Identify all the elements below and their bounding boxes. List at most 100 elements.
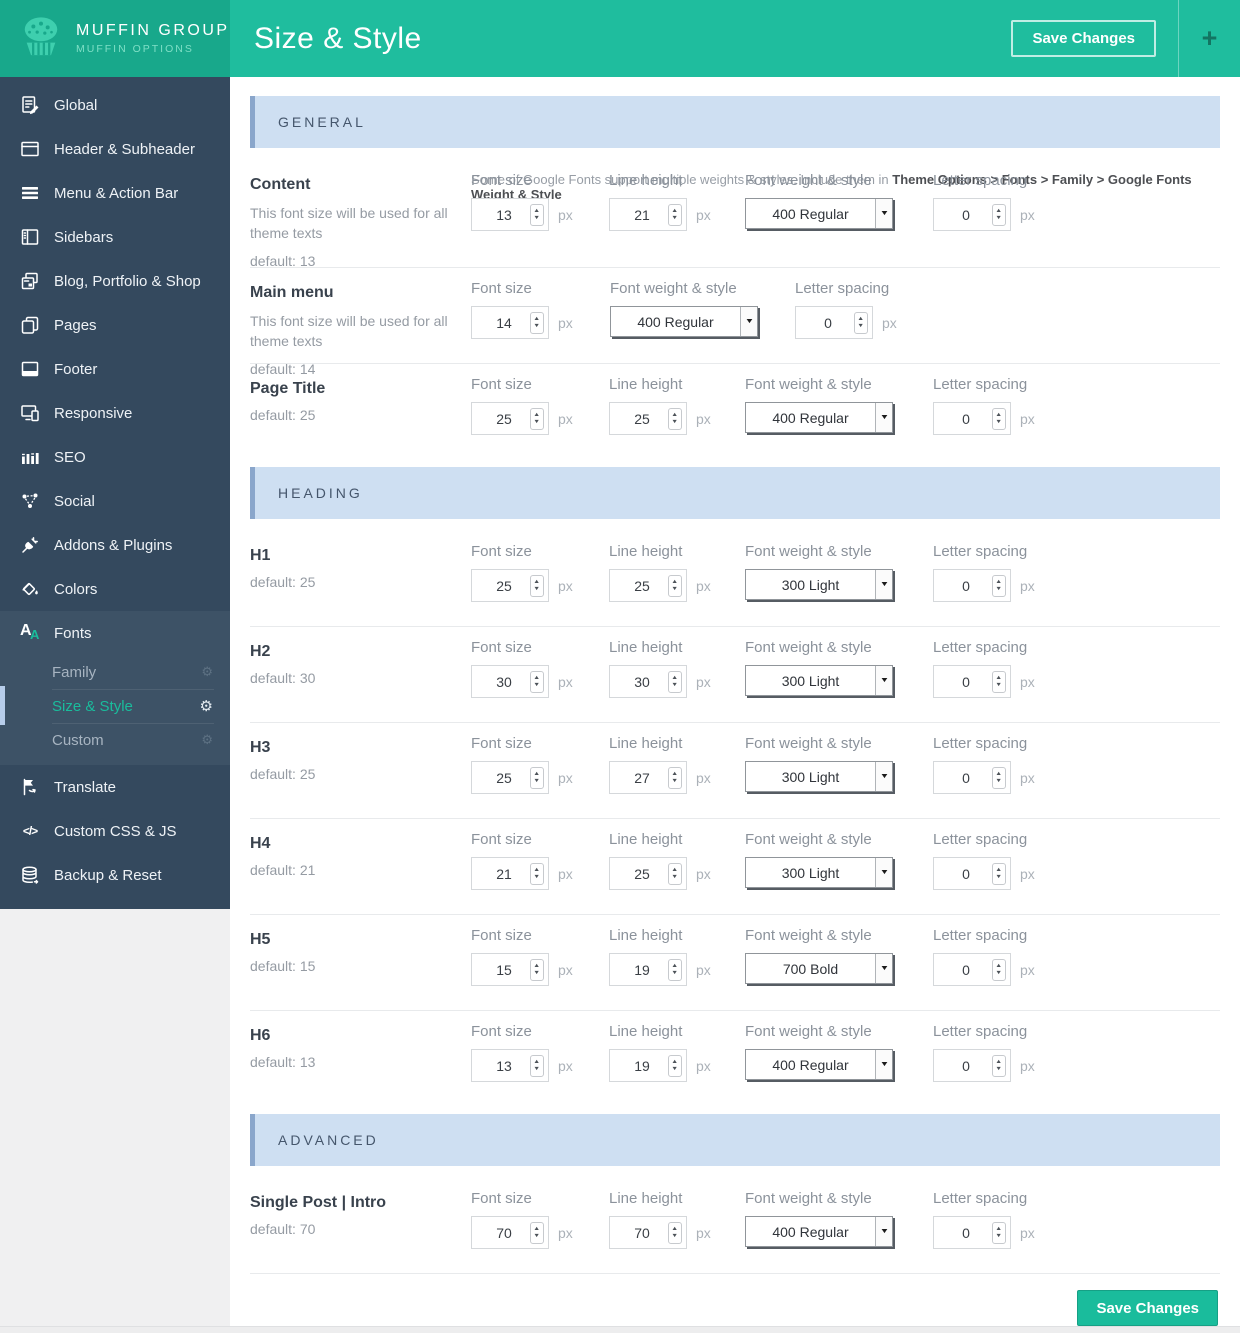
sidebar-item-global[interactable]: Global bbox=[0, 83, 230, 127]
stepper-icon[interactable]: ▲ ▼ bbox=[668, 1222, 682, 1244]
letter_spacing-input[interactable]: 0 ▲ ▼ bbox=[933, 665, 1011, 698]
save-changes-button-top[interactable]: Save Changes bbox=[1011, 20, 1156, 57]
stepper-icon[interactable]: ▲ ▼ bbox=[992, 767, 1006, 789]
sidebar-subitem-custom[interactable]: Custom ⚙ bbox=[0, 723, 230, 757]
font-weight-select[interactable]: 700 Bold ▼ bbox=[745, 953, 893, 984]
stepper-icon[interactable]: ▲ ▼ bbox=[530, 575, 544, 597]
sidebar-item-blog-portfolio-shop[interactable]: Blog, Portfolio & Shop bbox=[0, 259, 230, 303]
stepper-icon[interactable]: ▲ ▼ bbox=[992, 1055, 1006, 1077]
stepper-icon[interactable]: ▲ ▼ bbox=[530, 1222, 544, 1244]
dropdown-arrow-icon[interactable]: ▼ bbox=[875, 570, 892, 599]
letter_spacing-input[interactable]: 0 ▲ ▼ bbox=[933, 198, 1011, 231]
stepper-icon[interactable]: ▲ ▼ bbox=[992, 575, 1006, 597]
font_size-input[interactable]: 25 ▲ ▼ bbox=[471, 761, 549, 794]
line_height-input[interactable]: 25 ▲ ▼ bbox=[609, 857, 687, 890]
stepper-icon[interactable]: ▲ ▼ bbox=[668, 1055, 682, 1077]
font_size-input[interactable]: 25 ▲ ▼ bbox=[471, 402, 549, 435]
font-weight-select[interactable]: 400 Regular ▼ bbox=[610, 306, 758, 337]
sidebar-item-translate[interactable]: Translate bbox=[0, 765, 230, 809]
font_size-input[interactable]: 30 ▲ ▼ bbox=[471, 665, 549, 698]
font-weight-select[interactable]: 400 Regular ▼ bbox=[745, 1216, 893, 1247]
sidebar-subitem-family[interactable]: Family ⚙ bbox=[52, 663, 213, 681]
dropdown-arrow-icon[interactable]: ▼ bbox=[875, 858, 892, 887]
letter_spacing-input[interactable]: 0 ▲ ▼ bbox=[933, 953, 1011, 986]
sidebar-item-backup-reset[interactable]: Backup & Reset bbox=[0, 853, 230, 897]
stepper-icon[interactable]: ▲ ▼ bbox=[992, 408, 1006, 430]
stepper-icon[interactable]: ▲ ▼ bbox=[668, 767, 682, 789]
stepper-icon[interactable]: ▲ ▼ bbox=[530, 767, 544, 789]
stepper-icon[interactable]: ▲ ▼ bbox=[530, 312, 544, 334]
sidebar-item-addons-plugins[interactable]: Addons & Plugins bbox=[0, 523, 230, 567]
line_height-input[interactable]: 19 ▲ ▼ bbox=[609, 953, 687, 986]
add-panel-zone[interactable]: + bbox=[1178, 0, 1240, 77]
dropdown-arrow-icon[interactable]: ▼ bbox=[875, 1050, 892, 1079]
font-weight-select[interactable]: 300 Light ▼ bbox=[745, 857, 893, 888]
font_size-input[interactable]: 70 ▲ ▼ bbox=[471, 1216, 549, 1249]
line_height-input[interactable]: 70 ▲ ▼ bbox=[609, 1216, 687, 1249]
stepper-icon[interactable]: ▲ ▼ bbox=[668, 959, 682, 981]
stepper-icon[interactable]: ▲ ▼ bbox=[668, 671, 682, 693]
stepper-icon[interactable]: ▲ ▼ bbox=[530, 1055, 544, 1077]
sidebar-item-pages[interactable]: Pages bbox=[0, 303, 230, 347]
stepper-icon[interactable]: ▲ ▼ bbox=[530, 959, 544, 981]
stepper-icon[interactable]: ▲ ▼ bbox=[668, 204, 682, 226]
font_size-input[interactable]: 15 ▲ ▼ bbox=[471, 953, 549, 986]
dropdown-arrow-icon[interactable]: ▼ bbox=[875, 954, 892, 983]
stepper-icon[interactable]: ▲ ▼ bbox=[668, 863, 682, 885]
stepper-icon[interactable]: ▲ ▼ bbox=[992, 204, 1006, 226]
stepper-icon[interactable]: ▲ ▼ bbox=[992, 863, 1006, 885]
font-weight-select[interactable]: 400 Regular ▼ bbox=[745, 198, 893, 229]
line_height-input[interactable]: 27 ▲ ▼ bbox=[609, 761, 687, 794]
dropdown-arrow-icon[interactable]: ▼ bbox=[875, 403, 892, 432]
stepper-icon[interactable]: ▲ ▼ bbox=[992, 959, 1006, 981]
dropdown-arrow-icon[interactable]: ▼ bbox=[740, 307, 757, 336]
font_size-input[interactable]: 21 ▲ ▼ bbox=[471, 857, 549, 890]
logo-block[interactable]: MUFFIN GROUP MUFFIN OPTIONS bbox=[0, 0, 230, 77]
sidebar-item-menu-action-bar[interactable]: Menu & Action Bar bbox=[0, 171, 230, 215]
stepper-icon[interactable]: ▲ ▼ bbox=[992, 671, 1006, 693]
sidebar-item-sidebars[interactable]: Sidebars bbox=[0, 215, 230, 259]
stepper-icon[interactable]: ▲ ▼ bbox=[530, 408, 544, 430]
font_size-input[interactable]: 13 ▲ ▼ bbox=[471, 1049, 549, 1082]
sidebar-subitem-size-style[interactable]: Size & Style ⚙ bbox=[0, 686, 230, 725]
line_height-input[interactable]: 19 ▲ ▼ bbox=[609, 1049, 687, 1082]
sidebar-item-header-subheader[interactable]: Header & Subheader bbox=[0, 127, 230, 171]
letter_spacing-input[interactable]: 0 ▲ ▼ bbox=[795, 306, 873, 339]
stepper-icon[interactable]: ▲ ▼ bbox=[854, 312, 868, 334]
dropdown-arrow-icon[interactable]: ▼ bbox=[875, 762, 892, 791]
sidebar-item-colors[interactable]: Colors bbox=[0, 567, 230, 611]
letter_spacing-input[interactable]: 0 ▲ ▼ bbox=[933, 857, 1011, 890]
sidebar-item-fonts[interactable]: A A Fonts bbox=[20, 622, 92, 642]
stepper-icon[interactable]: ▲ ▼ bbox=[668, 408, 682, 430]
sidebar-item-social[interactable]: Social bbox=[0, 479, 230, 523]
gear-icon[interactable]: ⚙ bbox=[201, 664, 213, 680]
stepper-icon[interactable]: ▲ ▼ bbox=[992, 1222, 1006, 1244]
font_size-input[interactable]: 13 ▲ ▼ bbox=[471, 198, 549, 231]
save-changes-button-bottom[interactable]: Save Changes bbox=[1077, 1290, 1218, 1326]
dropdown-arrow-icon[interactable]: ▼ bbox=[875, 199, 892, 228]
font_size-input[interactable]: 14 ▲ ▼ bbox=[471, 306, 549, 339]
font-weight-select[interactable]: 300 Light ▼ bbox=[745, 665, 893, 696]
stepper-icon[interactable]: ▲ ▼ bbox=[530, 863, 544, 885]
font-weight-select[interactable]: 400 Regular ▼ bbox=[745, 402, 893, 433]
dropdown-arrow-icon[interactable]: ▼ bbox=[875, 666, 892, 695]
letter_spacing-input[interactable]: 0 ▲ ▼ bbox=[933, 569, 1011, 602]
font_size-input[interactable]: 25 ▲ ▼ bbox=[471, 569, 549, 602]
letter_spacing-input[interactable]: 0 ▲ ▼ bbox=[933, 402, 1011, 435]
sidebar-item-custom-css-js[interactable]: </> Custom CSS & JS bbox=[0, 809, 230, 853]
gear-icon[interactable]: ⚙ bbox=[201, 732, 213, 748]
line_height-input[interactable]: 30 ▲ ▼ bbox=[609, 665, 687, 698]
font-weight-select[interactable]: 300 Light ▼ bbox=[745, 761, 893, 792]
line_height-input[interactable]: 25 ▲ ▼ bbox=[609, 402, 687, 435]
font-weight-select[interactable]: 400 Regular ▼ bbox=[745, 1049, 893, 1080]
stepper-icon[interactable]: ▲ ▼ bbox=[530, 671, 544, 693]
stepper-icon[interactable]: ▲ ▼ bbox=[668, 575, 682, 597]
gear-icon[interactable]: ⚙ bbox=[199, 697, 213, 715]
line_height-input[interactable]: 21 ▲ ▼ bbox=[609, 198, 687, 231]
font-weight-select[interactable]: 300 Light ▼ bbox=[745, 569, 893, 600]
letter_spacing-input[interactable]: 0 ▲ ▼ bbox=[933, 761, 1011, 794]
dropdown-arrow-icon[interactable]: ▼ bbox=[875, 1217, 892, 1246]
sidebar-item-seo[interactable]: SEO bbox=[0, 435, 230, 479]
sidebar-item-footer[interactable]: Footer bbox=[0, 347, 230, 391]
stepper-icon[interactable]: ▲ ▼ bbox=[530, 204, 544, 226]
